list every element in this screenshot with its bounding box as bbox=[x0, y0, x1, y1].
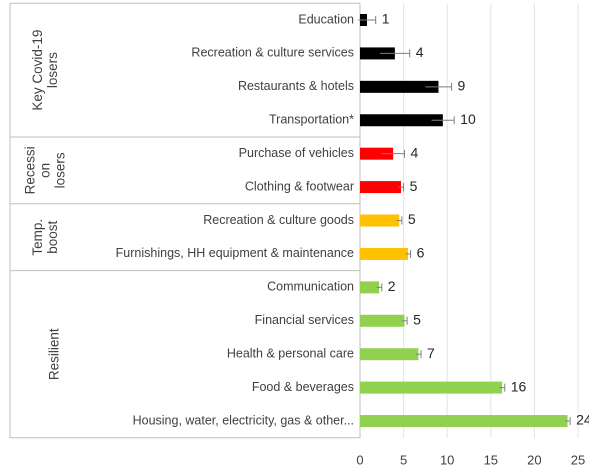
bar bbox=[360, 348, 419, 361]
y-tick-label: Food & beverages bbox=[252, 380, 354, 394]
y-tick-label: Education bbox=[298, 12, 354, 26]
group-label: losers bbox=[53, 152, 68, 188]
data-label: 7 bbox=[427, 345, 435, 361]
data-label: 6 bbox=[417, 245, 425, 261]
data-label: 9 bbox=[458, 78, 466, 94]
data-label: 1 bbox=[382, 11, 390, 27]
x-tick-label: 0 bbox=[356, 452, 363, 467]
y-tick-label: Restaurants & hotels bbox=[238, 79, 354, 93]
bar bbox=[360, 381, 503, 394]
bar bbox=[360, 47, 395, 60]
bar bbox=[360, 147, 394, 160]
data-label: 4 bbox=[416, 44, 424, 60]
x-tick-label: 5 bbox=[400, 452, 407, 467]
bar bbox=[360, 415, 568, 428]
data-label: 5 bbox=[408, 211, 416, 227]
y-tick-label: Purchase of vehicles bbox=[239, 146, 354, 160]
data-label: 24 bbox=[576, 412, 589, 428]
group-label: boost bbox=[45, 220, 60, 253]
bar bbox=[360, 314, 405, 327]
bar bbox=[360, 247, 408, 260]
data-label: 10 bbox=[460, 111, 476, 127]
x-tick-label: 25 bbox=[571, 452, 585, 467]
y-tick-label: Health & personal care bbox=[227, 346, 354, 360]
group-label: losers bbox=[45, 52, 60, 88]
y-tick-label: Clothing & footwear bbox=[245, 179, 354, 193]
group-label: on bbox=[38, 163, 53, 178]
data-label: 5 bbox=[410, 178, 418, 194]
bar bbox=[360, 181, 401, 194]
x-tick-label: 10 bbox=[440, 452, 454, 467]
y-tick-label: Communication bbox=[267, 280, 354, 294]
group-label: Resilient bbox=[47, 328, 62, 380]
group-label: Recessi bbox=[23, 146, 38, 194]
bar bbox=[360, 281, 380, 294]
bar bbox=[360, 80, 439, 93]
y-tick-label: Furnishings, HH equipment & maintenance bbox=[116, 246, 354, 260]
y-tick-label: Transportation* bbox=[269, 113, 354, 127]
group-label: Key Covid-19 bbox=[30, 30, 45, 111]
x-tick-label: 15 bbox=[484, 452, 498, 467]
data-label: 2 bbox=[388, 278, 396, 294]
data-label: 4 bbox=[410, 144, 418, 160]
y-tick-label: Housing, water, electricity, gas & other… bbox=[133, 413, 354, 427]
y-tick-label: Financial services bbox=[255, 313, 354, 327]
data-label: 5 bbox=[413, 311, 421, 327]
x-tick-label: 20 bbox=[527, 452, 541, 467]
data-label: 16 bbox=[511, 378, 527, 394]
bar bbox=[360, 214, 400, 227]
y-tick-label: Recreation & culture services bbox=[191, 46, 354, 60]
bar bbox=[360, 114, 443, 127]
y-tick-label: Recreation & culture goods bbox=[203, 213, 354, 227]
group-label: Temp. bbox=[30, 219, 45, 256]
